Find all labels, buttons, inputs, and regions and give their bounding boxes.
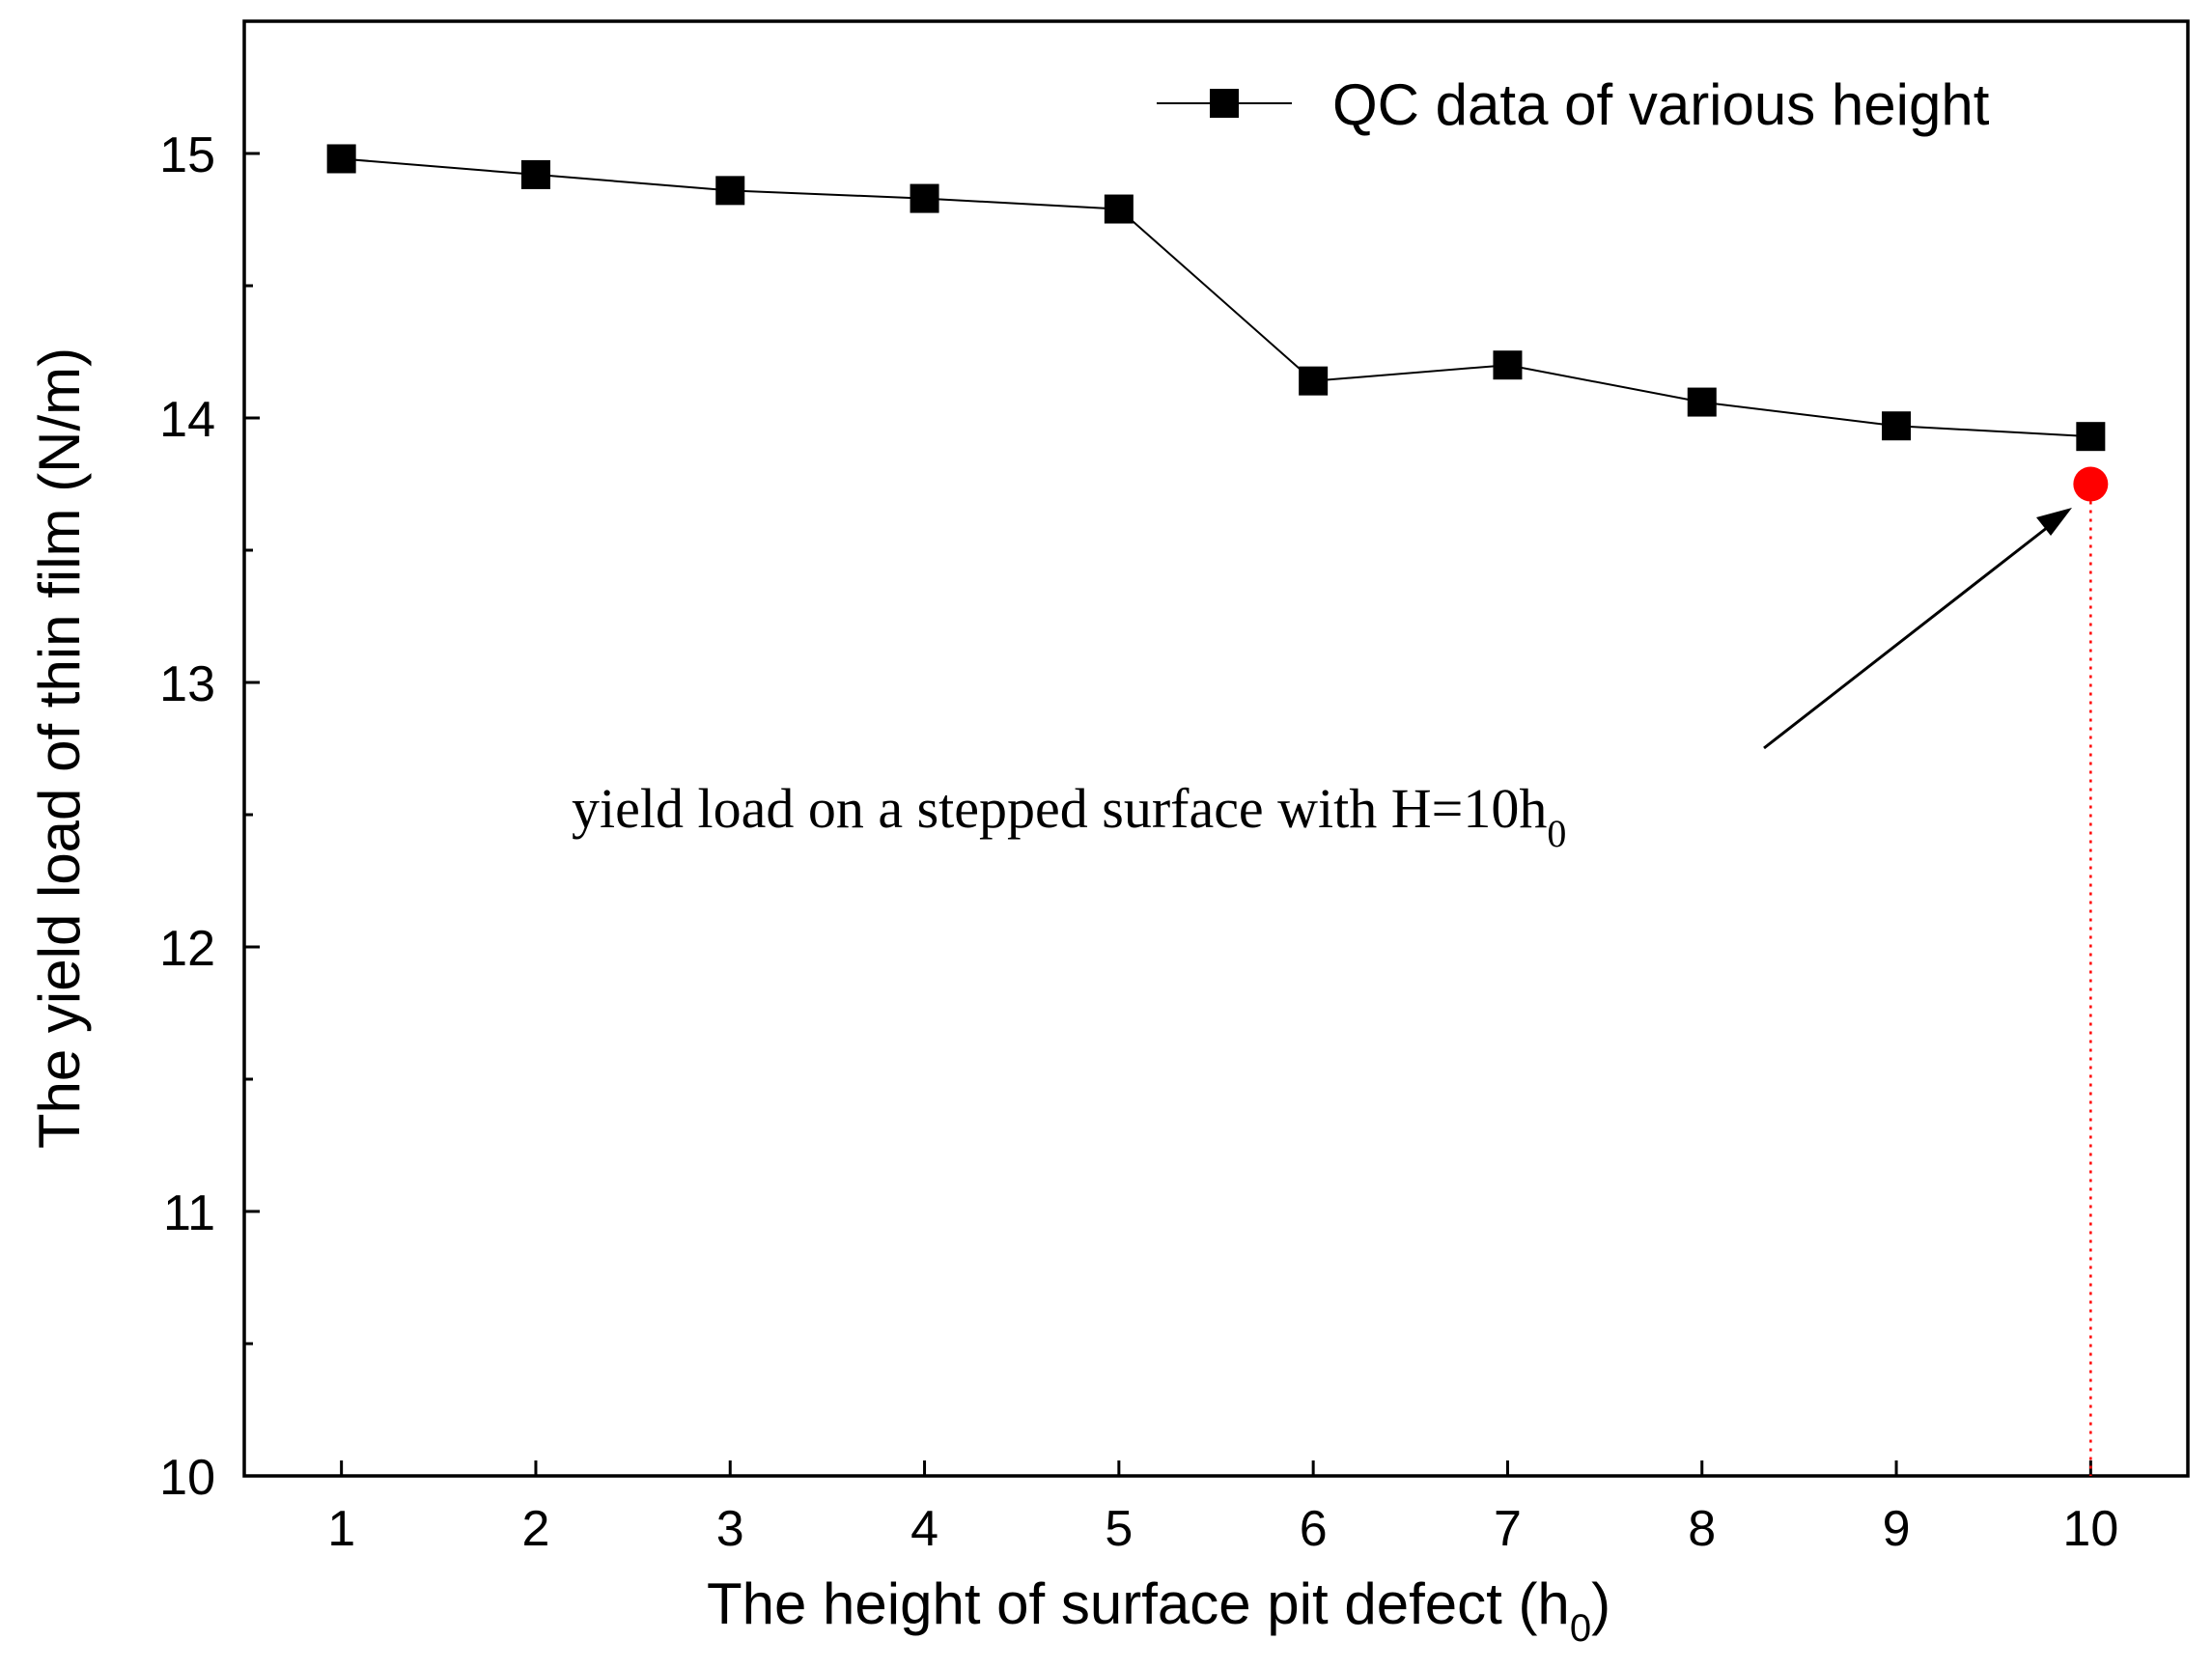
x-axis-label: The height of surface pit defect (h0)	[707, 1571, 1610, 1650]
data-point-marker	[910, 183, 939, 213]
x-tick-label: 2	[521, 1501, 549, 1557]
legend-label: QC data of various height	[1332, 72, 1990, 137]
x-tick-label: 10	[2062, 1501, 2118, 1557]
x-tick-label: 8	[1688, 1501, 1716, 1557]
data-point-marker	[1687, 387, 1717, 417]
annotation-text: yield load on a stepped surface with H=1…	[572, 777, 1566, 855]
data-point-marker	[1493, 350, 1523, 380]
x-tick-label: 6	[1300, 1501, 1328, 1557]
series-line	[341, 157, 2091, 438]
plot-frame	[242, 19, 2190, 1478]
y-tick-label: 15	[159, 127, 215, 183]
y-tick-label: 13	[159, 656, 215, 712]
x-tick-label: 5	[1105, 1501, 1133, 1557]
x-tick-label: 9	[1883, 1501, 1911, 1557]
x-tick-label: 4	[910, 1501, 938, 1557]
y-tick-label: 10	[159, 1450, 215, 1506]
x-axis: 1 2 3 4 5 6 7 8 9 10	[327, 1460, 2118, 1557]
y-tick-label: 11	[163, 1185, 215, 1241]
data-point-marker	[1104, 194, 1134, 224]
data-point-marker	[1882, 411, 1912, 441]
x-tick-label: 1	[327, 1501, 355, 1557]
annotation-arrow	[1763, 508, 2072, 750]
data-point-marker	[1299, 366, 1329, 396]
y-axis: 10 11 12 13 14 15	[159, 127, 260, 1506]
series-markers	[326, 144, 2106, 452]
data-point-marker	[520, 159, 550, 189]
legend-marker	[1210, 89, 1239, 118]
y-tick-label: 12	[159, 921, 215, 977]
x-tick-label: 7	[1494, 1501, 1522, 1557]
data-point-marker	[715, 176, 745, 206]
data-point-marker	[326, 144, 356, 174]
y-axis-label: The yield load of thin film (N/m)	[27, 348, 92, 1149]
reference-point	[2073, 466, 2109, 502]
x-tick-label: 3	[716, 1501, 744, 1557]
y-tick-label: 14	[159, 392, 215, 448]
legend: QC data of various height	[1157, 72, 1990, 137]
data-point-marker	[2076, 422, 2106, 452]
